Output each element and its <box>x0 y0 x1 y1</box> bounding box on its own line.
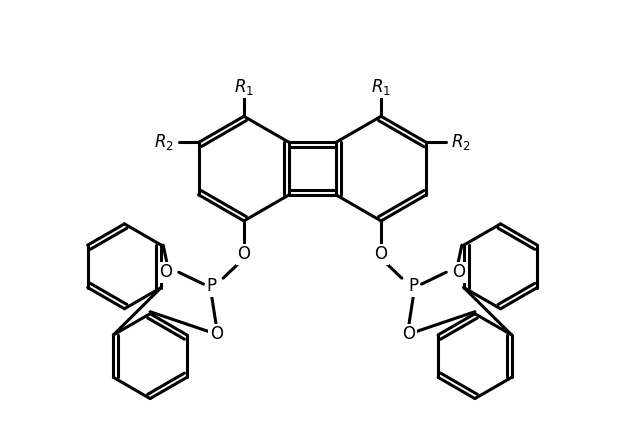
Text: O: O <box>374 245 388 263</box>
Text: $R_1$: $R_1$ <box>371 77 391 97</box>
Text: O: O <box>452 263 466 281</box>
Text: $R_2$: $R_2$ <box>451 133 471 152</box>
Text: $R_1$: $R_1$ <box>234 77 254 97</box>
Text: O: O <box>238 245 251 263</box>
Text: $R_2$: $R_2$ <box>154 133 174 152</box>
Text: O: O <box>159 263 172 281</box>
Text: O: O <box>210 326 222 344</box>
Text: P: P <box>206 277 216 295</box>
Text: O: O <box>402 326 415 344</box>
Text: P: P <box>409 277 419 295</box>
